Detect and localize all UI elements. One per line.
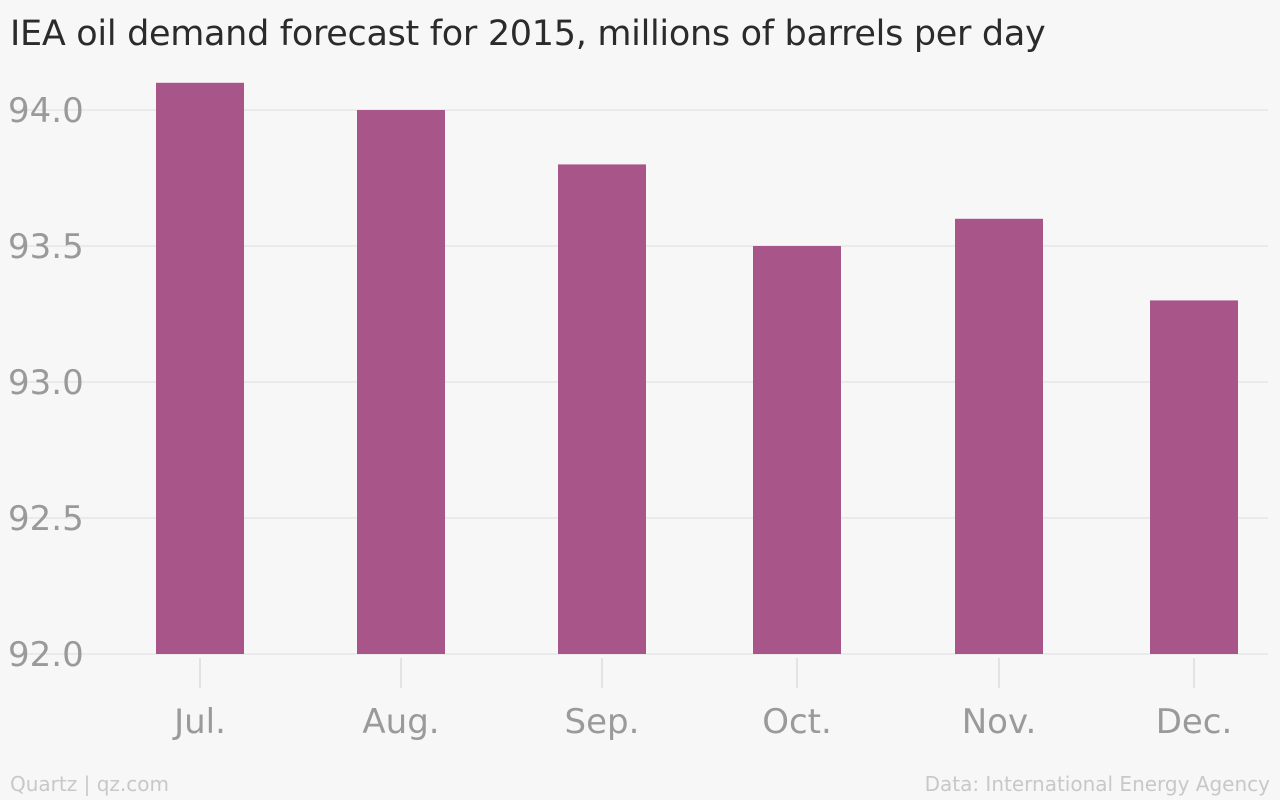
x-tick-label: Aug. xyxy=(362,702,439,742)
bar xyxy=(1150,300,1238,654)
y-tick-label: 93.5 xyxy=(8,227,84,267)
bar xyxy=(955,218,1043,655)
x-tick-label: Oct. xyxy=(762,702,832,742)
bars xyxy=(156,82,1238,655)
x-tick-label: Dec. xyxy=(1156,702,1233,742)
y-tick-label: 92.0 xyxy=(8,635,84,675)
chart-title: IEA oil demand forecast for 2015, millio… xyxy=(10,14,1046,54)
y-axis-tick-labels: 92.0 92.5 93.0 93.5 94.0 xyxy=(8,91,84,675)
x-axis-ticks: Jul. Aug. Sep. Oct. Nov. Dec. xyxy=(172,658,1232,742)
y-tick-label: 93.0 xyxy=(8,363,84,403)
credit-footer: Quartz | qz.com xyxy=(10,772,169,796)
bar xyxy=(558,164,646,654)
bar xyxy=(156,82,244,655)
y-tick-label: 94.0 xyxy=(8,91,84,131)
bar xyxy=(753,246,841,654)
x-tick-label: Jul. xyxy=(172,702,226,742)
x-tick-label: Sep. xyxy=(565,702,640,742)
source-footer: Data: International Energy Agency xyxy=(924,772,1270,796)
x-tick-label: Nov. xyxy=(962,702,1037,742)
y-tick-label: 92.5 xyxy=(8,499,84,539)
bar xyxy=(357,110,445,654)
